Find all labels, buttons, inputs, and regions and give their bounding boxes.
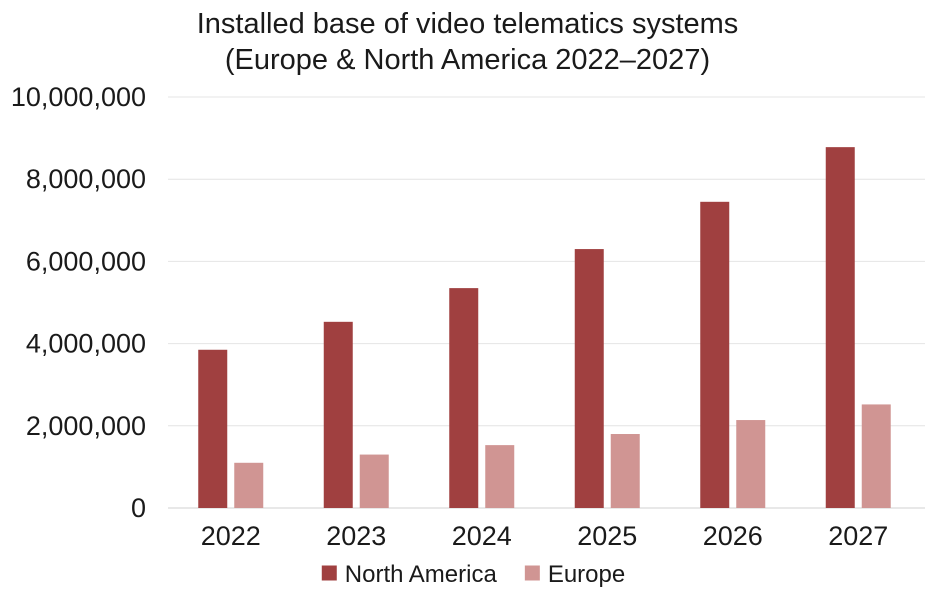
bar-europe-2026: [736, 420, 766, 508]
legend-swatch: [321, 565, 337, 581]
legend-label: North America: [345, 561, 498, 588]
bar-europe-2027: [861, 404, 891, 508]
y-tick-label: 2,000,000: [26, 411, 146, 441]
bar-europe-2024: [485, 445, 515, 508]
y-tick-label: 8,000,000: [26, 164, 146, 194]
bar-north-america-2027: [825, 147, 855, 508]
x-tick-label: 2026: [703, 521, 763, 551]
y-tick-label: 10,000,000: [11, 82, 146, 112]
gridlines: [168, 96, 925, 509]
y-tick-label: 4,000,000: [26, 329, 146, 359]
bar-europe-2022: [234, 462, 264, 508]
x-tick-label: 2023: [326, 521, 386, 551]
y-tick-label: 6,000,000: [26, 246, 146, 276]
chart-title-line-1: Installed base of video telematics syste…: [196, 8, 739, 40]
chart-title-line-2: (Europe & North America 2022–2027): [224, 44, 711, 76]
bar-north-america-2022: [198, 349, 228, 508]
x-tick-label: 2022: [201, 521, 261, 551]
bar-north-america-2025: [574, 249, 604, 508]
x-tick-label: 2027: [828, 521, 888, 551]
bar-north-america-2023: [323, 321, 353, 508]
chart-title: Installed base of video telematics syste…: [0, 6, 935, 78]
y-axis-tick-labels: 0 2,000,000 4,000,000 6,000,000 8,000,000 10,…: [11, 82, 146, 523]
x-tick-label: 2025: [577, 521, 637, 551]
legend-swatch: [524, 565, 540, 581]
bar-europe-2023: [359, 454, 389, 508]
bars: [198, 147, 891, 508]
bar-north-america-2026: [700, 201, 730, 508]
bar-europe-2025: [610, 434, 640, 508]
y-tick-label: 0: [131, 493, 146, 523]
x-axis-tick-labels: 2022 2023 2024 2025 2026 2027: [201, 521, 889, 551]
bar-north-america-2024: [449, 288, 479, 508]
x-tick-label: 2024: [452, 521, 512, 551]
legend: North America Europe: [321, 561, 625, 588]
legend-label: Europe: [548, 561, 625, 588]
